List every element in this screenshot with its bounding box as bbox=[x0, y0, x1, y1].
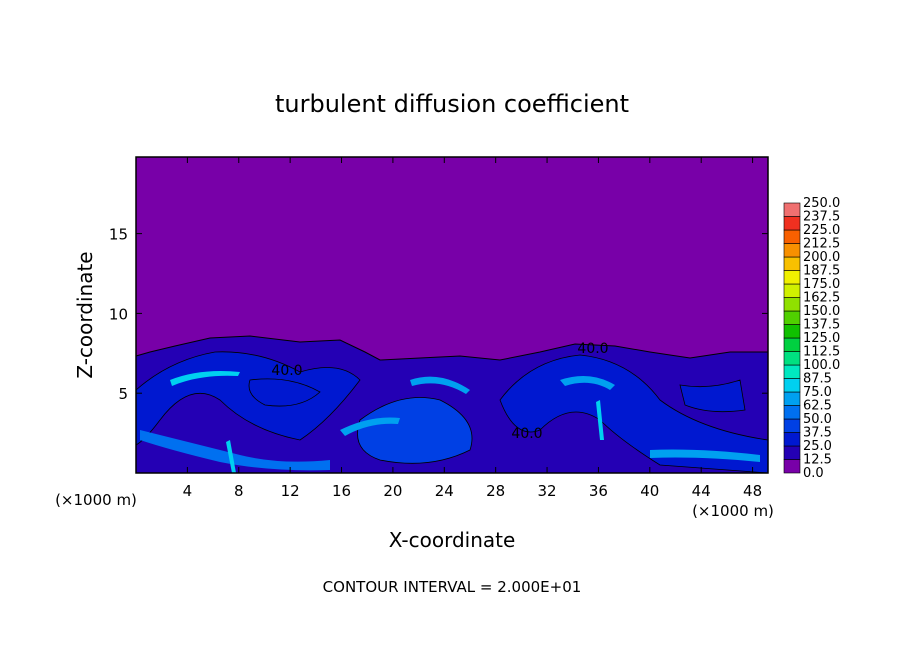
y-axis-title: Z-coordinate bbox=[73, 251, 97, 378]
colorbar-label: 25.0 bbox=[803, 439, 832, 454]
field-region bbox=[140, 430, 330, 471]
colorbar-box bbox=[783, 405, 801, 420]
colorbar-label: 100.0 bbox=[803, 358, 840, 373]
colorbar-box bbox=[783, 310, 801, 325]
y-tick-label: 10 bbox=[109, 305, 128, 323]
x-tick-label: 8 bbox=[234, 482, 244, 500]
x-unit-label: (×1000 m) bbox=[692, 502, 774, 520]
colorbar-label: 137.5 bbox=[803, 318, 840, 333]
x-tick-label: 16 bbox=[332, 482, 351, 500]
colorbar-box bbox=[783, 391, 801, 406]
colorbar-label: 62.5 bbox=[803, 399, 832, 414]
x-tick-label: 32 bbox=[538, 482, 557, 500]
colorbar-label: 237.5 bbox=[803, 210, 840, 225]
contour-label: 40.0 bbox=[577, 341, 608, 357]
colorbar-label: 75.0 bbox=[803, 385, 832, 400]
colorbar-label: 125.0 bbox=[803, 331, 840, 346]
y-tick-label: 15 bbox=[109, 226, 128, 244]
colorbar-box bbox=[783, 216, 801, 231]
colorbar-label: 0.0 bbox=[803, 466, 824, 481]
field bbox=[135, 157, 769, 474]
colorbar-label: 112.5 bbox=[803, 345, 840, 360]
chart-title: turbulent diffusion coefficient bbox=[275, 90, 629, 118]
contour-label: 40.0 bbox=[511, 426, 542, 442]
colorbar-label: 87.5 bbox=[803, 372, 832, 387]
x-tick-label: 36 bbox=[589, 482, 608, 500]
colorbar-box bbox=[783, 351, 801, 366]
colorbar-box bbox=[783, 378, 801, 393]
colorbar-label: 200.0 bbox=[803, 250, 840, 265]
x-tick-label: 4 bbox=[183, 482, 193, 500]
colorbar-label: 212.5 bbox=[803, 237, 840, 252]
colorbar-box bbox=[783, 432, 801, 447]
colorbar-box bbox=[783, 445, 801, 460]
colorbar-label: 37.5 bbox=[803, 426, 832, 441]
x-tick-label: 12 bbox=[281, 482, 300, 500]
colorbar-box bbox=[783, 270, 801, 285]
colorbar-box bbox=[783, 229, 801, 244]
x-tick-label: 40 bbox=[640, 482, 659, 500]
colorbar-box bbox=[783, 202, 801, 217]
colorbar-label: 175.0 bbox=[803, 277, 840, 292]
colorbar-label: 50.0 bbox=[803, 412, 832, 427]
colorbar-label: 150.0 bbox=[803, 304, 840, 319]
field-region bbox=[248, 378, 746, 413]
colorbar-box bbox=[783, 337, 801, 352]
footer-note: CONTOUR INTERVAL = 2.000E+01 bbox=[323, 578, 582, 596]
colorbar-label: 225.0 bbox=[803, 223, 840, 238]
field-region bbox=[340, 376, 760, 462]
x-tick-label: 24 bbox=[435, 482, 454, 500]
plot-frame bbox=[135, 156, 769, 474]
colorbar-label: 250.0 bbox=[803, 196, 840, 211]
colorbar-box bbox=[783, 243, 801, 258]
x-tick-label: 44 bbox=[692, 482, 711, 500]
colorbar-box bbox=[783, 364, 801, 379]
colorbar-label: 187.5 bbox=[803, 264, 840, 279]
colorbar-box bbox=[783, 283, 801, 298]
x-tick-label: 20 bbox=[383, 482, 402, 500]
colorbar-label: 162.5 bbox=[803, 291, 840, 306]
colorbar-label: 12.5 bbox=[803, 453, 832, 468]
field-region bbox=[357, 397, 473, 464]
x-axis-title: X-coordinate bbox=[389, 528, 516, 552]
colorbar-box bbox=[783, 459, 801, 474]
colorbar-box bbox=[783, 418, 801, 433]
x-tick-label: 28 bbox=[486, 482, 505, 500]
x-unit-label: (×1000 m) bbox=[55, 491, 137, 509]
contour-label: 40.0 bbox=[271, 363, 302, 379]
colorbar-box bbox=[783, 324, 801, 339]
y-tick-label: 5 bbox=[118, 385, 128, 403]
colorbar-box bbox=[783, 256, 801, 271]
x-tick-label: 48 bbox=[743, 482, 762, 500]
colorbar-box bbox=[783, 297, 801, 312]
